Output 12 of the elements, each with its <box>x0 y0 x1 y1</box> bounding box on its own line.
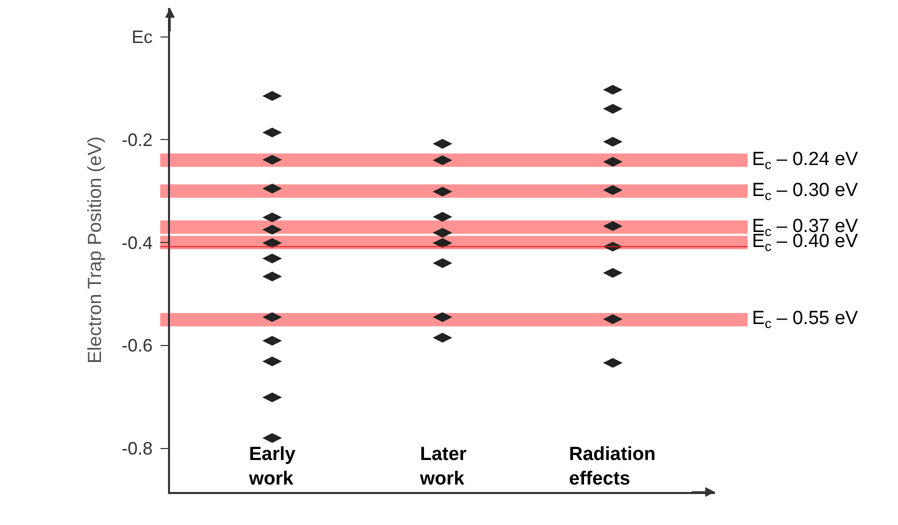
y-tick-label: Ec <box>132 27 153 48</box>
band-label: E$_{c}$ – 0.55 eV <box>752 308 858 331</box>
x-tick-label: Radiation effects <box>569 444 656 490</box>
y-tick-label: -0.4 <box>122 232 153 253</box>
y-tick-label: -0.2 <box>122 130 153 150</box>
y-tick-label: -0.6 <box>122 336 153 356</box>
x-tick-label: Later work <box>419 444 468 490</box>
band-label: E$_{c}$ – 0.24 eV <box>752 149 858 172</box>
y-tick-label: -0.8 <box>122 438 153 459</box>
y-axis-title: Electron Trap Position (eV) <box>84 136 106 364</box>
x-tick-label: Early work <box>248 444 296 490</box>
band-label: E$_{c}$ – 0.30 eV <box>752 180 858 203</box>
